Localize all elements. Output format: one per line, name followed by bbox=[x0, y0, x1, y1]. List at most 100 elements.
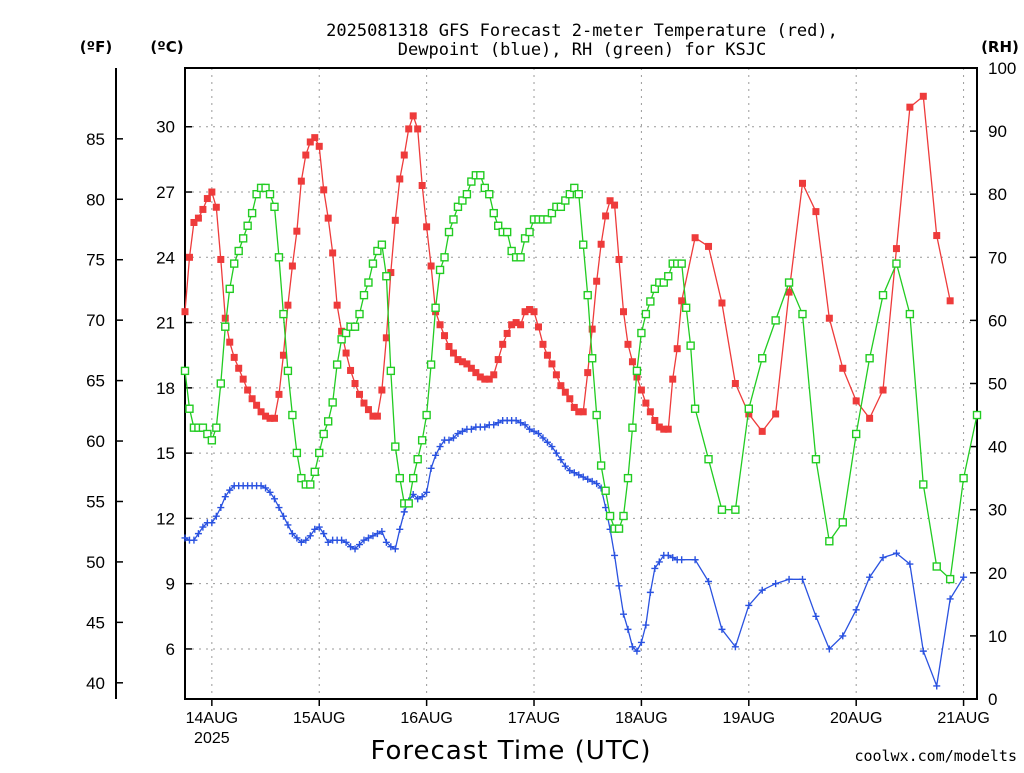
temperature-point bbox=[270, 414, 278, 422]
rh-point bbox=[520, 234, 530, 243]
rh-point bbox=[878, 290, 888, 300]
temperature-point bbox=[606, 197, 614, 205]
temperature-point bbox=[378, 386, 386, 394]
dewpoint-point bbox=[620, 610, 628, 618]
rh-point bbox=[435, 265, 445, 275]
rh-point bbox=[547, 208, 557, 218]
temperature-point bbox=[494, 356, 502, 364]
temperature-point bbox=[248, 395, 256, 403]
temperature-point bbox=[481, 375, 489, 383]
temperature-point bbox=[364, 406, 372, 414]
dewpoint-point bbox=[633, 647, 641, 655]
rh-point bbox=[413, 455, 422, 464]
temperature-point bbox=[691, 234, 699, 242]
temperature-point bbox=[624, 340, 632, 348]
dewpoint-point bbox=[960, 573, 968, 581]
rh-point bbox=[507, 246, 516, 256]
dewpoint-point bbox=[588, 477, 596, 485]
temperature-point bbox=[311, 134, 319, 142]
temperature-point bbox=[642, 399, 650, 407]
dewpoint-point bbox=[691, 556, 699, 564]
fahrenheit-tick-label: 45 bbox=[86, 613, 105, 632]
dewpoint-point bbox=[705, 578, 713, 586]
dewpoint-point bbox=[351, 545, 359, 553]
temperature-point bbox=[239, 375, 247, 383]
rh-tick-label: 10 bbox=[988, 627, 1007, 646]
dewpoint-point bbox=[933, 682, 941, 690]
rh-point bbox=[632, 366, 642, 376]
dewpoint-point bbox=[324, 538, 332, 546]
temperature-point bbox=[534, 323, 542, 331]
rh-point bbox=[404, 499, 413, 508]
dewpoint-point bbox=[257, 482, 265, 490]
celsius-tick-label: 21 bbox=[156, 314, 175, 333]
rh-point bbox=[628, 423, 637, 432]
rh-tick-label: 90 bbox=[988, 122, 1007, 141]
temperature-point bbox=[288, 262, 296, 270]
temperature-point bbox=[409, 112, 417, 120]
dewpoint-point bbox=[423, 488, 431, 496]
dewpoint-point bbox=[839, 632, 847, 640]
temperature-point bbox=[342, 349, 350, 357]
dewpoint-point bbox=[458, 427, 466, 435]
celsius-tick-label: 18 bbox=[156, 379, 175, 398]
temperature-point bbox=[396, 175, 404, 183]
credit-link[interactable]: coolwx.com/modelts bbox=[854, 747, 1017, 765]
temperature-point bbox=[548, 360, 556, 368]
temperature-point bbox=[324, 214, 332, 222]
dewpoint-point bbox=[391, 545, 399, 553]
dewpoint-point bbox=[879, 554, 887, 562]
rh-point bbox=[601, 486, 610, 495]
rh-point bbox=[203, 429, 212, 439]
dewpoint-point bbox=[288, 530, 296, 538]
dewpoint-point bbox=[539, 434, 547, 442]
temperature-point bbox=[557, 382, 565, 390]
temperature-point bbox=[485, 375, 493, 383]
temperature-point bbox=[275, 390, 283, 398]
rh-point bbox=[579, 240, 588, 249]
dewpoint-point bbox=[575, 471, 583, 479]
dewpoint-line bbox=[184, 419, 965, 689]
temperature-point bbox=[866, 414, 874, 422]
temperature-point bbox=[262, 412, 270, 420]
rh-point bbox=[659, 278, 668, 287]
ticks-layer: 6 9 12 15 18 21 24 27 30 40 45 50 55 60 65 70 75 80 85 0 10 2… bbox=[86, 59, 1016, 747]
temperature-point bbox=[208, 188, 216, 196]
dewpoint-point bbox=[414, 495, 422, 503]
temperature-point bbox=[552, 371, 560, 379]
rh-point bbox=[180, 366, 190, 376]
temperature-point bbox=[620, 308, 628, 316]
temperature-point bbox=[449, 349, 457, 357]
temperature-point bbox=[570, 403, 578, 411]
dewpoint-point bbox=[270, 495, 278, 503]
dewpoint-point bbox=[561, 462, 569, 470]
temperature-point bbox=[517, 321, 525, 329]
temperature-point bbox=[467, 364, 475, 372]
temperature-point bbox=[785, 288, 793, 296]
dewpoint-point bbox=[360, 536, 368, 544]
rh-point bbox=[945, 574, 955, 584]
dewpoint-point bbox=[445, 436, 453, 444]
temperature-point bbox=[745, 410, 753, 418]
rh-point bbox=[825, 537, 834, 546]
temperature-point bbox=[539, 340, 547, 348]
temperature-point bbox=[530, 308, 538, 316]
temperature-point bbox=[499, 340, 507, 348]
fahrenheit-tick-label: 65 bbox=[86, 372, 105, 391]
temperature-point bbox=[772, 410, 780, 418]
temperature-point bbox=[852, 397, 860, 405]
temperature-point bbox=[441, 332, 449, 340]
dewpoint-point bbox=[212, 512, 220, 520]
dewpoint-point bbox=[669, 554, 677, 562]
rh-point bbox=[865, 354, 874, 363]
rh-point bbox=[221, 322, 230, 331]
dewpoint-point bbox=[418, 493, 426, 501]
dewpoint-point bbox=[190, 536, 198, 544]
temperature-point bbox=[678, 297, 686, 305]
temperature-point bbox=[879, 386, 887, 394]
temperature-point bbox=[458, 358, 466, 366]
dewpoint-point bbox=[557, 456, 565, 464]
rh-point bbox=[623, 473, 633, 483]
dewpoint-point bbox=[284, 521, 292, 529]
rh-point bbox=[306, 480, 315, 489]
